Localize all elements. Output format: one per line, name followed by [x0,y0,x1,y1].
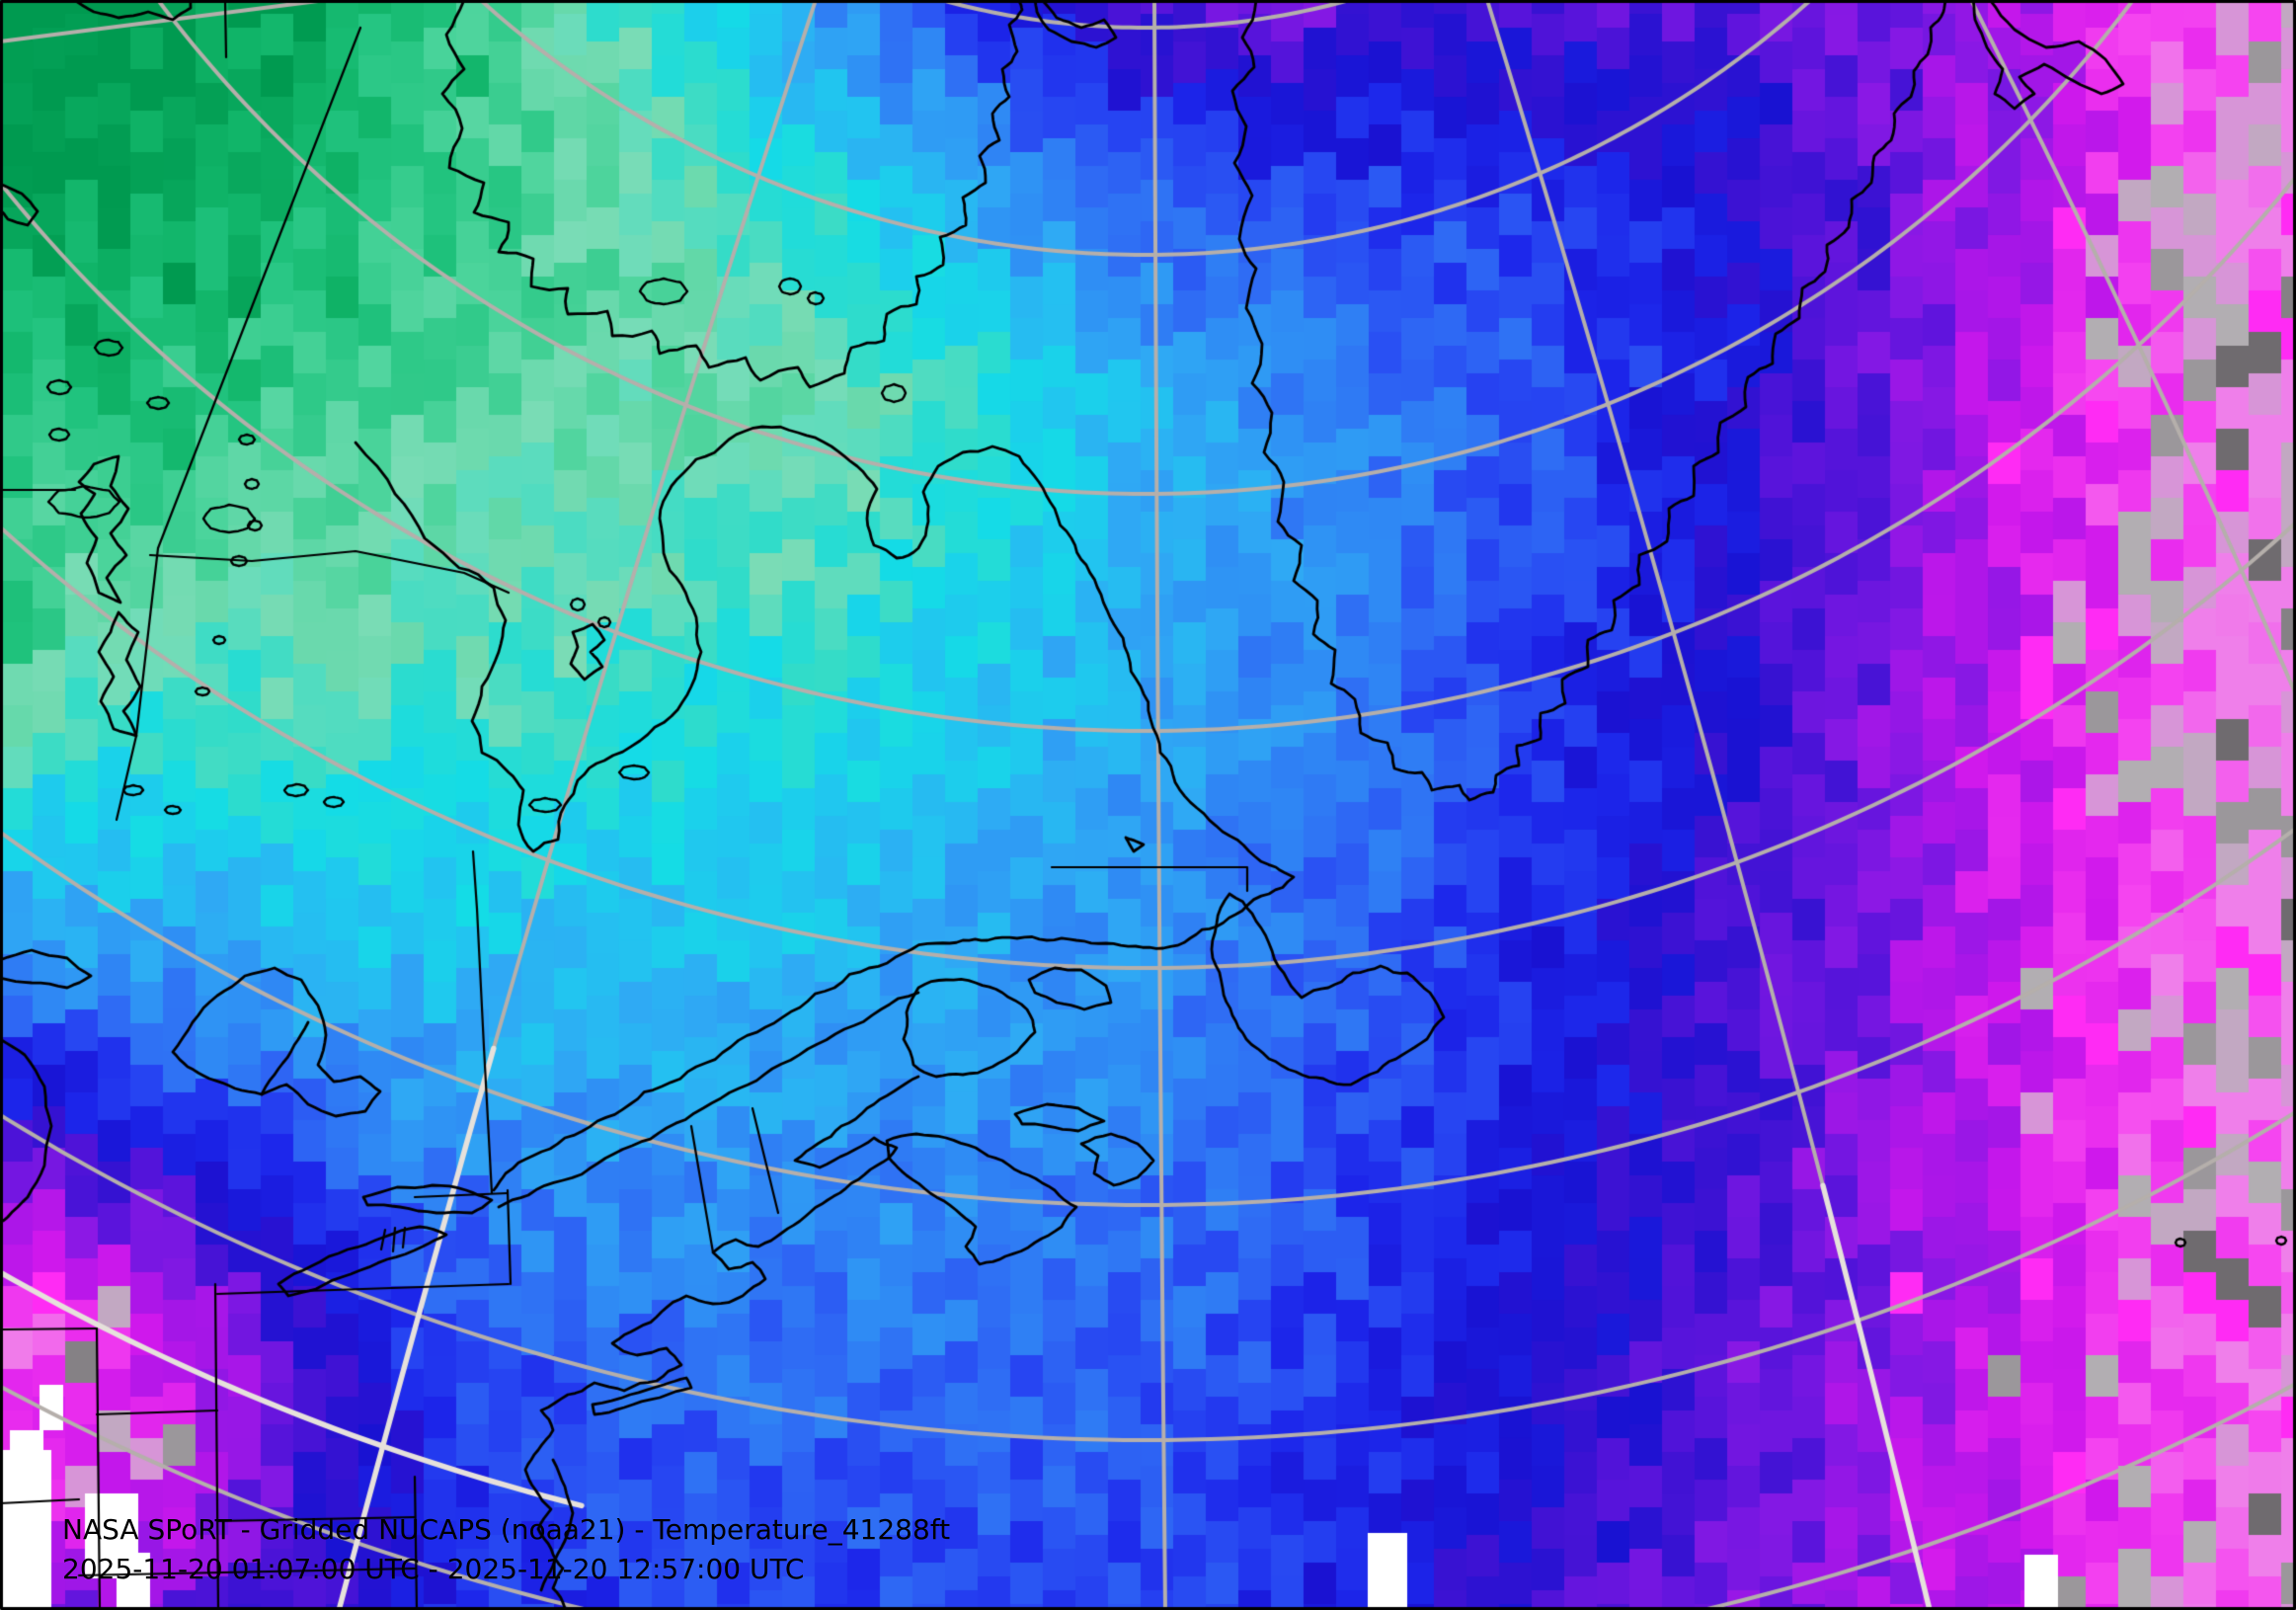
product-title-label: NASA SPoRT - Gridded NUCAPS (noaa21) - T… [62,1513,951,1546]
valid-time-range-label: 2025-11-20 01:07:00 UTC - 2025-11-20 12:… [62,1553,805,1585]
